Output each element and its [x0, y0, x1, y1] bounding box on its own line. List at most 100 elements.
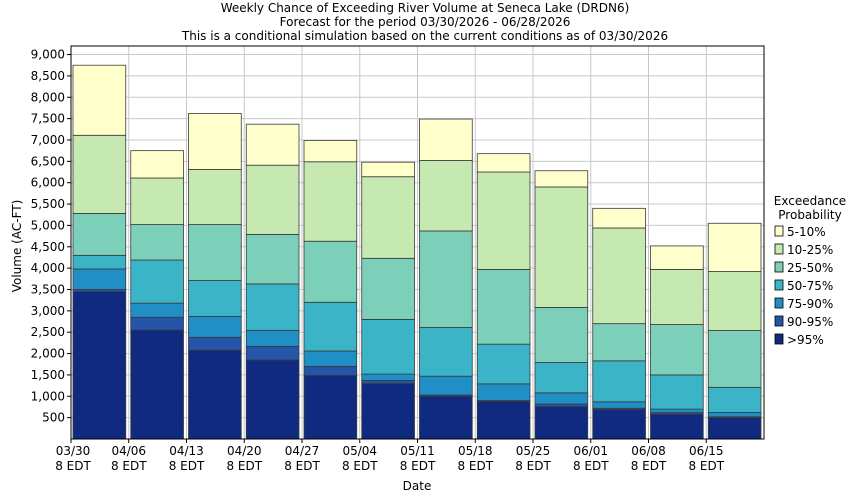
bar-segment-25-50pct: [419, 230, 473, 328]
bar-segment-75-90pct: [303, 350, 358, 367]
y-axis: 500 1,000 1,500 2,000 2,500 3,000 3,500 4,000 4,…: [31, 48, 71, 425]
legend-swatch: [774, 333, 784, 345]
x-tick-label-date: 04/20: [227, 444, 262, 458]
x-tick-label-time: 8 EDT: [515, 459, 551, 473]
bar-segment-90-95pct: [361, 380, 415, 384]
chart-title-line-1: Weekly Chance of Exceeding River Volume …: [221, 1, 630, 15]
x-tick-label-date: 03/30: [56, 444, 91, 458]
bar-segment-25-50pct: [592, 323, 646, 362]
bar-segment-75-90pct: [419, 375, 473, 396]
bar-segment-5-10pct: [188, 113, 242, 170]
bar-segment-gt95pct: [188, 349, 242, 440]
y-tick-label: 4,000: [31, 261, 65, 275]
bar-segment-25-50pct: [650, 324, 704, 376]
bar-segment-75-90pct: [245, 330, 300, 347]
bar-segment-25-50pct: [72, 213, 127, 256]
y-tick-label: 8,500: [31, 69, 65, 83]
bar-segment-5-10pct: [72, 64, 127, 136]
legend-swatch: [774, 279, 784, 291]
bar-segment-10-25pct: [534, 186, 589, 308]
bar-segment-90-95pct: [303, 365, 358, 376]
bar-segment-25-50pct: [245, 233, 300, 285]
legend-swatch: [774, 243, 784, 255]
y-tick-label: 5,500: [31, 197, 65, 211]
bar-segment-50-75pct: [303, 301, 358, 352]
x-tick-label-time: 8 EDT: [400, 459, 436, 473]
bar-segment-10-25pct: [650, 269, 704, 325]
bar-segment-75-90pct: [130, 302, 184, 318]
bar-segment-5-10pct: [361, 161, 415, 178]
bar-segment-gt95pct: [592, 409, 646, 440]
bar-segment-50-75pct: [419, 327, 473, 377]
bar-segment-gt95pct: [707, 417, 762, 440]
x-tick-label-date: 06/15: [689, 444, 724, 458]
y-tick-label: 6,500: [31, 154, 65, 168]
bar-segment-10-25pct: [476, 171, 531, 270]
bar-segment-50-75pct: [534, 362, 589, 394]
chart-title-line-2: Forecast for the period 03/30/2026 - 06/…: [280, 15, 571, 29]
bar-segment-50-75pct: [130, 259, 184, 304]
bar-segment-75-90pct: [476, 383, 531, 401]
x-tick-label-time: 8 EDT: [457, 459, 493, 473]
bar-segment-10-25pct: [303, 161, 358, 242]
y-tick-label: 2,000: [31, 347, 65, 361]
bar-segment-10-25pct: [361, 176, 415, 259]
legend: Exceedance Probability 5-10% 10-25% 25-50%…: [774, 194, 846, 347]
chart-title-line-3: This is a conditional simulation based o…: [181, 29, 668, 43]
bar-segment-50-75pct: [707, 386, 762, 413]
bar-segment-50-75pct: [361, 318, 415, 375]
grid-lines: [71, 46, 764, 439]
x-tick-label-date: 04/13: [169, 444, 204, 458]
y-tick-label: 3,000: [31, 304, 65, 318]
legend-swatch: [774, 315, 784, 327]
y-axis-label: Volume (AC-FT): [10, 200, 24, 293]
x-tick-label-date: 06/08: [631, 444, 666, 458]
x-tick-label-time: 8 EDT: [573, 459, 609, 473]
y-tick-label: 9,000: [31, 48, 65, 62]
bar-segment-50-75pct: [476, 343, 531, 385]
bar-segment-90-95pct: [130, 316, 184, 331]
x-tick-label-time: 8 EDT: [111, 459, 147, 473]
bar-segment-5-10pct: [303, 140, 358, 163]
x-tick-label-time: 8 EDT: [55, 459, 91, 473]
bar-segment-gt95pct: [361, 383, 415, 440]
bar-segment-5-10pct: [707, 222, 762, 272]
x-tick-label-time: 8 EDT: [226, 459, 262, 473]
x-tick-label-date: 05/11: [400, 444, 435, 458]
bar-segment-10-25pct: [419, 160, 473, 232]
legend-entry-label: 10-25%: [787, 243, 833, 257]
bar-segment-25-50pct: [130, 224, 184, 261]
legend-swatch: [774, 225, 784, 237]
y-tick-label: 3,500: [31, 282, 65, 296]
x-tick-label-date: 06/01: [573, 444, 608, 458]
y-tick-label: 500: [42, 411, 65, 425]
y-tick-label: 4,500: [31, 240, 65, 254]
bar-segment-10-25pct: [592, 227, 646, 325]
legend-entry-label: 90-95%: [787, 315, 833, 329]
bar-segment-10-25pct: [72, 134, 127, 214]
bar-segment-25-50pct: [303, 240, 358, 303]
bar-segment-50-75pct: [245, 283, 300, 331]
x-axis-label: Date: [403, 479, 432, 493]
bar-segment-5-10pct: [650, 245, 704, 270]
bar-segment-5-10pct: [130, 150, 184, 179]
bar-segment-75-90pct: [707, 412, 762, 418]
bar-segment-5-10pct: [534, 170, 589, 188]
y-tick-label: 1,500: [31, 368, 65, 382]
bar-segment-gt95pct: [72, 291, 127, 440]
bar-segment-gt95pct: [303, 374, 358, 440]
bar-segment-25-50pct: [707, 330, 762, 388]
bar-segment-gt95pct: [476, 401, 531, 440]
y-tick-label: 2,500: [31, 325, 65, 339]
bar-segment-75-90pct: [188, 316, 242, 338]
bar-segment-25-50pct: [361, 257, 415, 320]
bar-segment-75-90pct: [72, 268, 127, 290]
bar-segment-10-25pct: [245, 164, 300, 235]
x-tick-label-time: 8 EDT: [284, 459, 320, 473]
bar-segment-gt95pct: [534, 406, 589, 440]
x-tick-label-date: 04/06: [111, 444, 146, 458]
bar-segment-5-10pct: [245, 123, 300, 166]
x-tick-label-date: 05/25: [516, 444, 551, 458]
legend-entry-label: >95%: [787, 333, 824, 347]
